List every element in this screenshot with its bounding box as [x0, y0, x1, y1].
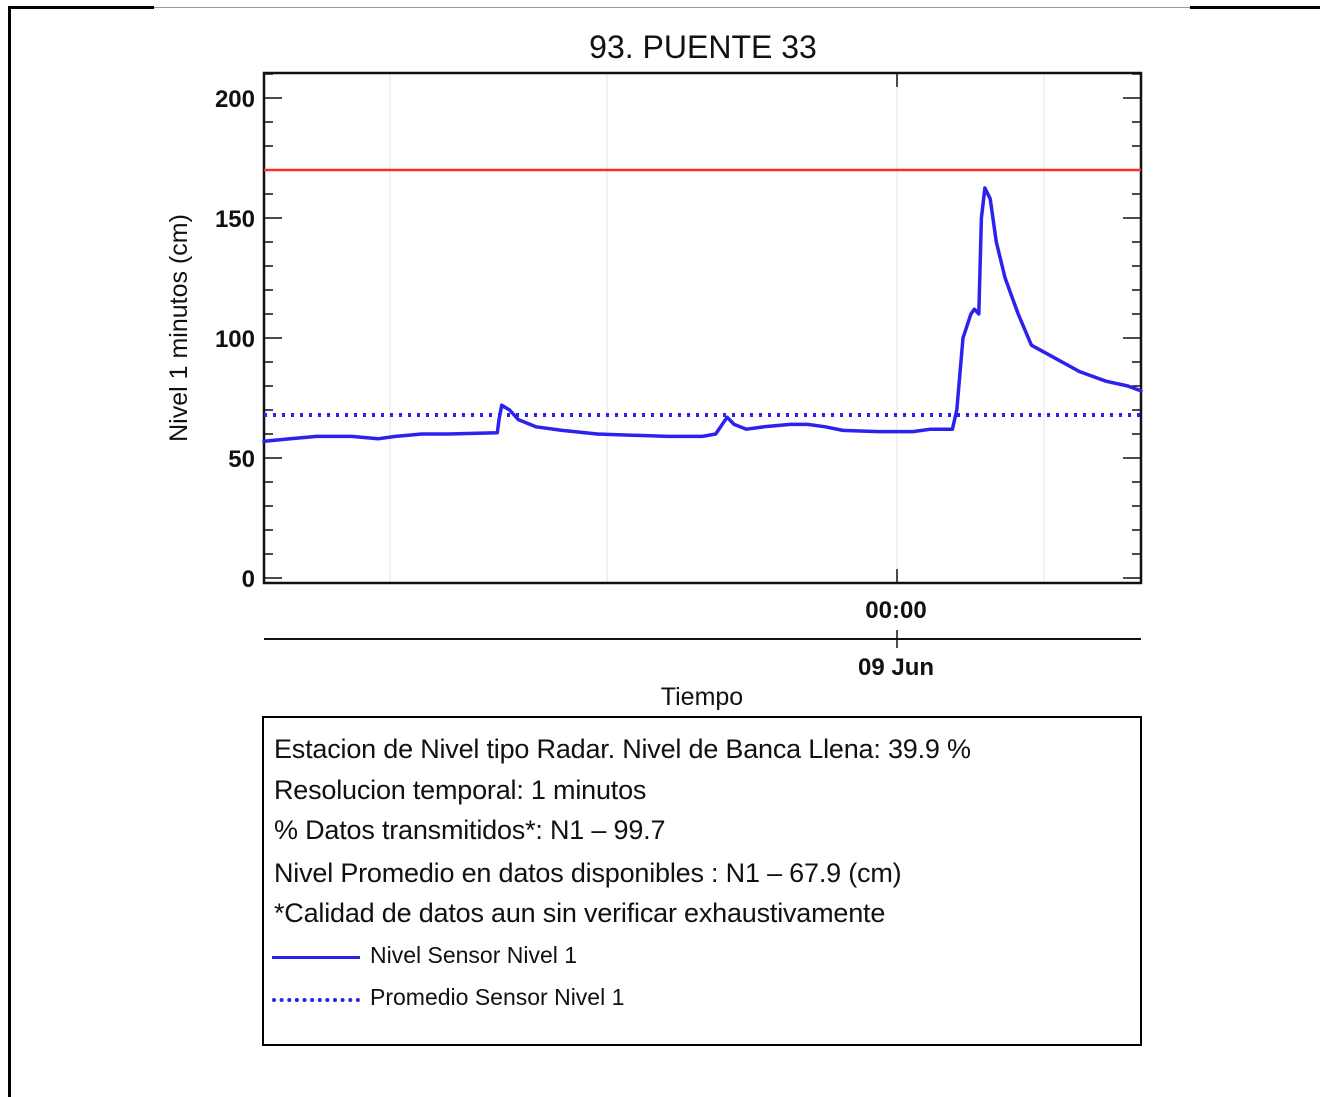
legend-solid-line-swatch — [272, 956, 360, 959]
frame-top-border-left — [8, 6, 154, 9]
x-tick-label-date: 09 Jun — [858, 654, 934, 681]
y-tick-label-50: 50 — [228, 446, 255, 473]
series-level-line — [262, 186, 1143, 443]
level-chart: 93. PUENTE 33 Nivel 1 minutos (cm) Tiemp… — [165, 29, 1143, 711]
chart-title: 93. PUENTE 33 — [589, 29, 817, 65]
plot-frame — [262, 71, 1143, 585]
x-axis-label: Tiempo — [661, 683, 743, 711]
info-transmitted: % Datos transmitidos*: N1 – 99.7 — [274, 815, 666, 845]
info-resolution: Resolucion temporal: 1 minutos — [274, 775, 647, 805]
info-quality-note: *Calidad de datos aun sin verificar exha… — [274, 898, 886, 928]
frame-top-border-right — [1190, 6, 1320, 9]
x-tick-label-time: 00:00 — [865, 597, 926, 624]
legend-label-solid: Nivel Sensor Nivel 1 — [370, 942, 578, 968]
info-average: Nivel Promedio en datos disponibles : N1… — [274, 858, 902, 888]
y-tick-label-150: 150 — [215, 206, 255, 233]
y-tick-label-100: 100 — [215, 326, 255, 353]
frame-top-border-thin — [154, 7, 1190, 8]
frame-left-border — [8, 6, 11, 1097]
y-axis-label: Nivel 1 minutos (cm) — [165, 214, 193, 442]
legend-dotted-line-swatch — [272, 998, 360, 1002]
y-tick-label-0: 0 — [242, 566, 255, 593]
info-box: Estacion de Nivel tipo Radar. Nivel de B… — [262, 716, 1142, 1046]
y-tick-label-200: 200 — [215, 86, 255, 113]
legend-label-dotted: Promedio Sensor Nivel 1 — [370, 984, 625, 1010]
info-station: Estacion de Nivel tipo Radar. Nivel de B… — [274, 734, 971, 764]
